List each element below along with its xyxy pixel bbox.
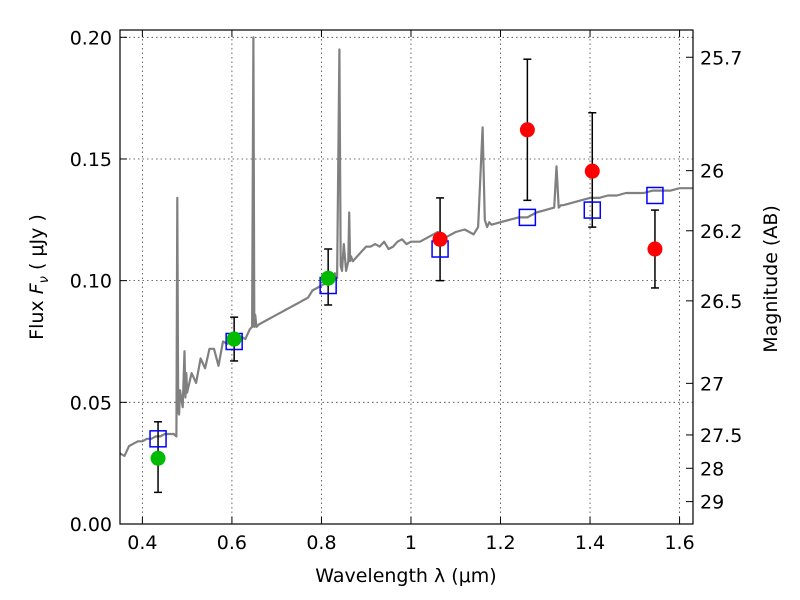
y-tick-label: 0.05: [70, 392, 112, 414]
observed-flux-point: [150, 450, 166, 466]
y2-tick-label: 26.5: [700, 291, 742, 313]
x-axis-title: Wavelength λ (μm): [315, 565, 496, 587]
model-photometry-square: [583, 201, 602, 219]
y2-tick-label: 25.7: [700, 47, 742, 69]
x-tick-label: 1: [405, 532, 417, 554]
observed-flux-point: [226, 331, 242, 347]
model-photometry-square: [149, 430, 167, 448]
y2-tick-label: 27.5: [700, 425, 742, 447]
y2-tick-label: 27: [700, 373, 724, 395]
y-tick-label: 0.00: [70, 514, 112, 536]
axis-ticks: 0.4 0.6 0.8 1 1.2 1.4 1.6 0.00 0.05 0.10 0.15 0.20 2…: [70, 27, 743, 554]
observed-flux-point: [320, 270, 336, 286]
x-tick-label: 0.4: [127, 532, 157, 554]
observed-flux-point: [584, 163, 600, 179]
x-tick-label: 1.4: [575, 532, 605, 554]
y2-tick-label: 26.2: [700, 221, 742, 243]
y-axis-title: Flux Fν ( μJy ): [26, 214, 52, 340]
y2-tick-label: 29: [700, 492, 724, 514]
model-photometry-square: [518, 208, 537, 227]
observed-flux-point: [647, 241, 663, 257]
x-tick-label: 0.6: [217, 532, 247, 554]
x-tick-label: 1.6: [664, 532, 694, 554]
plot-frame: [119, 29, 694, 525]
model-photometry-square: [646, 186, 664, 205]
y-tick-label: 0.15: [70, 149, 112, 171]
y-tick-label: 0.10: [70, 271, 112, 293]
observed-flux-point: [519, 122, 535, 138]
plot-data: [120, 36, 693, 494]
observed-flux-point: [432, 231, 448, 247]
y2-axis-title: Magnitude (AB): [760, 205, 782, 353]
y-tick-label: 0.20: [70, 27, 112, 49]
y2-tick-label: 28: [700, 458, 724, 480]
y2-tick-label: 26: [700, 161, 724, 183]
plot-background: [120, 30, 693, 524]
x-tick-label: 0.8: [306, 532, 336, 554]
x-tick-label: 1.2: [485, 532, 515, 554]
